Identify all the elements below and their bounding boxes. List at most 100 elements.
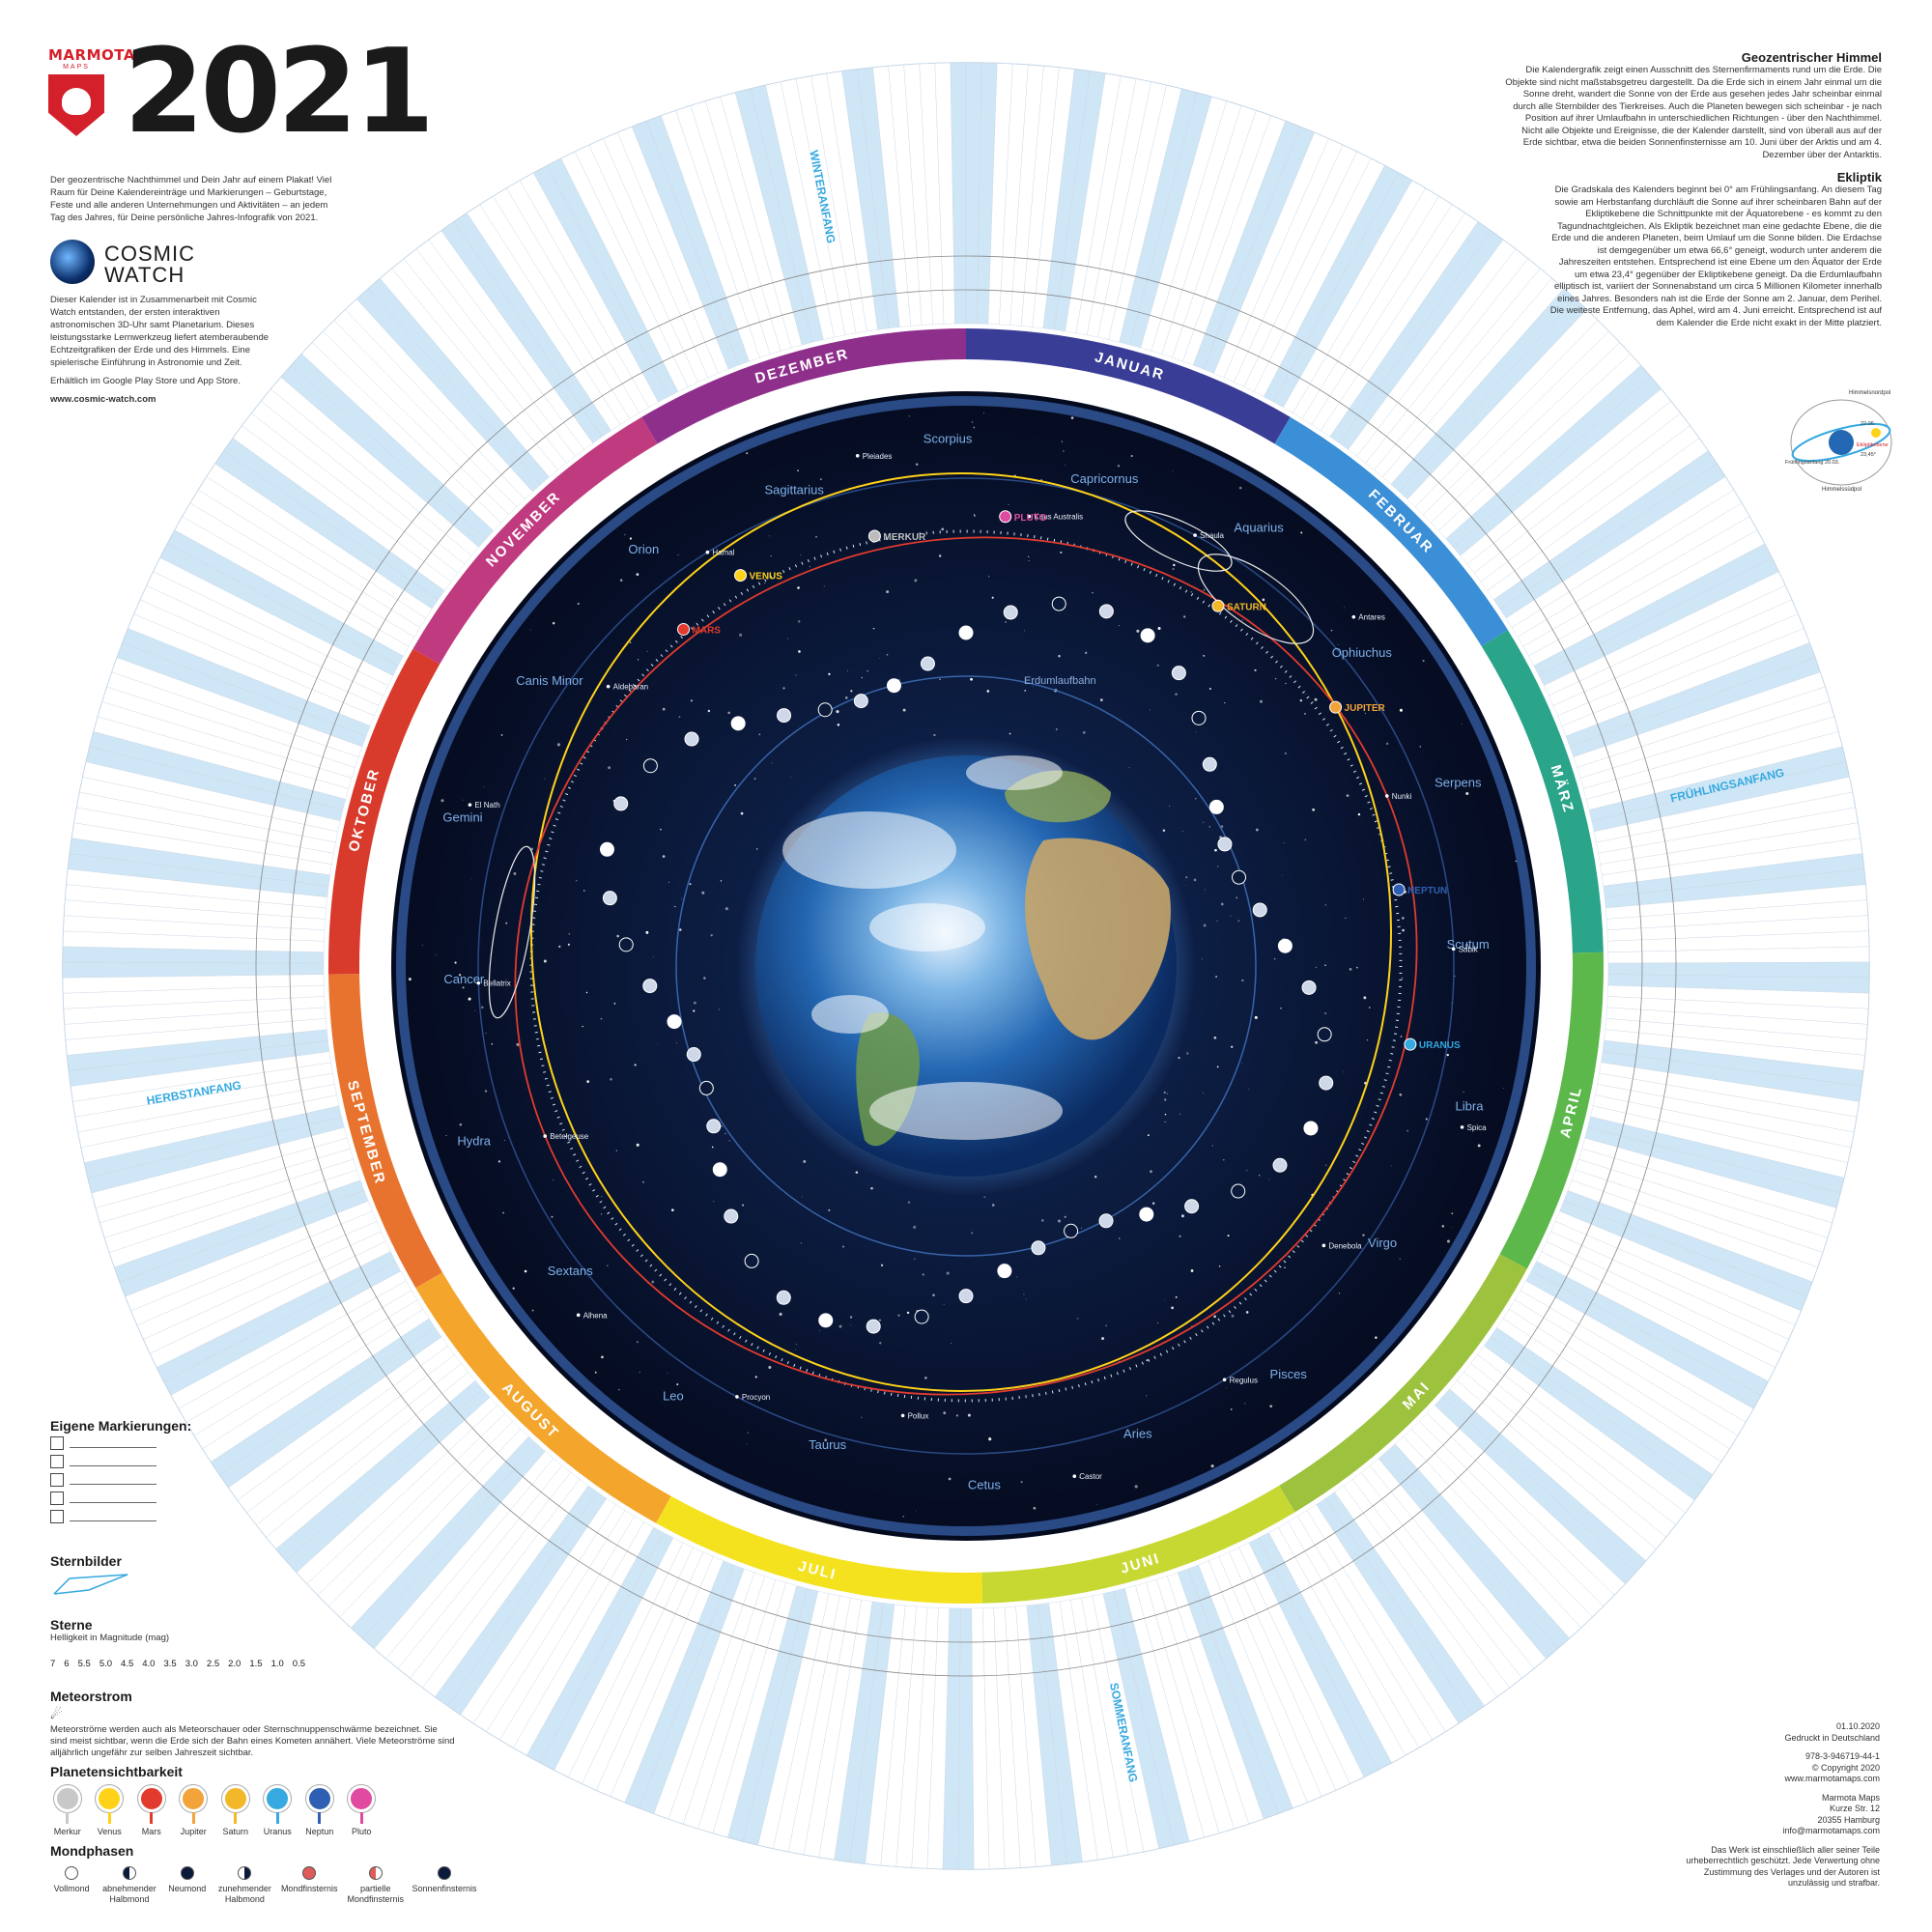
mark-line[interactable]	[70, 1456, 156, 1466]
mark-row[interactable]	[50, 1489, 224, 1507]
star	[1255, 828, 1259, 832]
star	[902, 1515, 904, 1518]
mark-checkbox[interactable]	[50, 1454, 64, 1468]
mark-row[interactable]	[50, 1470, 224, 1489]
magnitude-value: 4.0	[142, 1659, 156, 1669]
star-name: Castor	[1079, 1472, 1102, 1481]
star	[1368, 1007, 1371, 1009]
mark-line[interactable]	[70, 1437, 156, 1448]
star	[1269, 1405, 1273, 1408]
planet-pin-stem	[318, 1812, 322, 1824]
moon-phase	[853, 694, 868, 709]
star	[1450, 1227, 1452, 1229]
star	[693, 1009, 696, 1012]
star	[1231, 1314, 1235, 1318]
star	[1056, 728, 1058, 730]
star	[1454, 976, 1456, 977]
moon-phase	[886, 678, 901, 694]
star	[481, 1006, 484, 1009]
planet-label: VENUS	[750, 572, 783, 582]
star	[1241, 619, 1243, 621]
star	[943, 1411, 947, 1415]
star	[674, 905, 676, 908]
planet-pin-label: Neptun	[305, 1827, 334, 1836]
star	[497, 1160, 501, 1163]
star	[1149, 709, 1151, 711]
star-name: Bellatrix	[483, 980, 510, 988]
sternbilder-title: Sternbilder	[50, 1553, 122, 1569]
planet-marker	[999, 510, 1012, 524]
cosmic-watch-info: Dieser Kalender ist in Zusammenarbeit mi…	[50, 294, 272, 406]
star	[1033, 1506, 1037, 1510]
star	[616, 934, 619, 938]
month-band	[412, 416, 658, 665]
day-column[interactable]	[957, 1607, 975, 1870]
mark-line[interactable]	[70, 1511, 156, 1521]
star	[1157, 1322, 1158, 1324]
star	[870, 1186, 873, 1190]
star	[999, 1277, 1001, 1278]
star	[1092, 591, 1094, 594]
star	[983, 1196, 986, 1199]
planet-pin-stem	[359, 1812, 363, 1824]
star	[1183, 615, 1186, 618]
imprint-mail[interactable]: info@marmotamaps.com	[1782, 1826, 1880, 1835]
mercury-loop	[488, 845, 536, 1019]
cloud-layer	[782, 755, 1063, 1140]
day-column[interactable]	[950, 62, 967, 325]
moon-phase-icon	[368, 1866, 383, 1880]
mark-checkbox[interactable]	[50, 1435, 64, 1450]
mark-row[interactable]	[50, 1452, 224, 1470]
imprint-web[interactable]: www.marmotamaps.com	[1784, 1774, 1880, 1783]
star	[662, 707, 666, 711]
imprint-city: 20355 Hamburg	[1817, 1814, 1880, 1825]
named-star	[1027, 514, 1032, 519]
africa-landmass	[1025, 838, 1171, 1040]
star	[435, 954, 437, 956]
star	[769, 535, 770, 537]
star	[1175, 1296, 1178, 1298]
year-title: 2021	[124, 25, 435, 159]
star	[790, 777, 792, 779]
mark-checkbox[interactable]	[50, 1472, 64, 1487]
star-name: Spica	[1467, 1123, 1488, 1132]
star	[950, 1342, 952, 1344]
star	[678, 928, 682, 931]
star	[1096, 1503, 1098, 1505]
sterne-sub: Helligkeit in Magnitude (mag)	[50, 1633, 170, 1643]
star	[1283, 842, 1285, 844]
moon-phase	[1231, 1183, 1246, 1199]
named-star	[1222, 1378, 1227, 1382]
star	[740, 811, 744, 815]
star	[720, 880, 723, 882]
star	[847, 670, 849, 672]
diagram-south: Himmelssüdpol	[1822, 487, 1861, 493]
star	[970, 677, 973, 681]
moon-phase	[1031, 1240, 1046, 1256]
mark-row[interactable]	[50, 1434, 224, 1452]
constellation-label: Cetus	[968, 1478, 1001, 1492]
constellation-label: Libra	[1456, 1098, 1485, 1113]
cosmic-watch-url[interactable]: www.cosmic-watch.com	[50, 394, 156, 405]
star	[1027, 555, 1030, 558]
star	[886, 653, 889, 656]
mark-checkbox[interactable]	[50, 1491, 64, 1505]
star	[967, 1413, 971, 1417]
mark-line[interactable]	[70, 1474, 156, 1485]
mark-checkbox[interactable]	[50, 1509, 64, 1523]
cosmic-watch-store: Erhältlich im Google Play Store und App …	[50, 376, 241, 386]
moon-phase-item: Sonnenfinsternis	[412, 1866, 477, 1905]
planet-label: NEPTUN	[1407, 886, 1447, 896]
mark-line[interactable]	[70, 1492, 156, 1503]
star	[1254, 1015, 1258, 1019]
star	[458, 974, 462, 977]
moon-phase-item: abnehmender Halbmond	[102, 1866, 156, 1905]
constellation-labels: Sagittarius Scorpius Capricornus Aquarius Op…	[442, 431, 1489, 1492]
mark-row[interactable]	[50, 1507, 224, 1525]
star	[1422, 659, 1425, 663]
earth-orbit	[675, 675, 1257, 1257]
sterne-title: Sterne	[50, 1617, 93, 1633]
star	[724, 1132, 726, 1135]
star	[907, 1201, 911, 1204]
month-band	[966, 328, 1291, 444]
